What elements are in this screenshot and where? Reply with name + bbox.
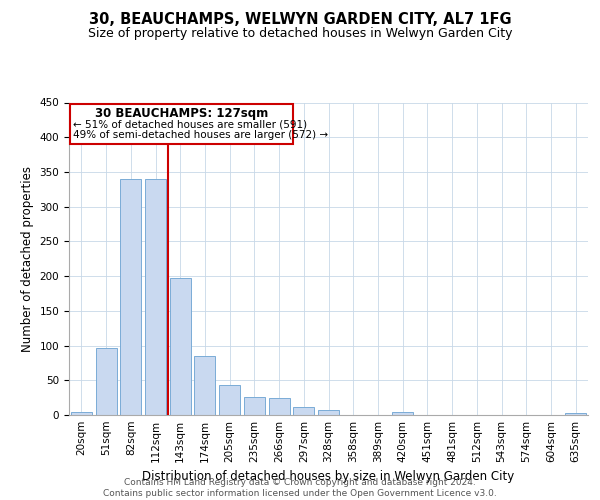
Bar <box>219 385 240 415</box>
X-axis label: Distribution of detached houses by size in Welwyn Garden City: Distribution of detached houses by size … <box>142 470 515 484</box>
Bar <box>293 408 314 415</box>
Bar <box>170 278 191 415</box>
Bar <box>95 348 116 415</box>
Text: 30 BEAUCHAMPS: 127sqm: 30 BEAUCHAMPS: 127sqm <box>95 108 268 120</box>
Text: Size of property relative to detached houses in Welwyn Garden City: Size of property relative to detached ho… <box>88 28 512 40</box>
Bar <box>194 356 215 415</box>
Bar <box>565 413 586 415</box>
Bar <box>120 179 141 415</box>
Bar <box>318 410 339 415</box>
Text: ← 51% of detached houses are smaller (591): ← 51% of detached houses are smaller (59… <box>73 119 307 129</box>
Bar <box>392 412 413 415</box>
Bar <box>71 412 92 415</box>
Bar <box>269 398 290 415</box>
Text: 30, BEAUCHAMPS, WELWYN GARDEN CITY, AL7 1FG: 30, BEAUCHAMPS, WELWYN GARDEN CITY, AL7 … <box>89 12 511 28</box>
Bar <box>244 397 265 415</box>
Text: Contains HM Land Registry data © Crown copyright and database right 2024.
Contai: Contains HM Land Registry data © Crown c… <box>103 478 497 498</box>
Text: 49% of semi-detached houses are larger (572) →: 49% of semi-detached houses are larger (… <box>73 130 328 140</box>
Y-axis label: Number of detached properties: Number of detached properties <box>21 166 34 352</box>
Bar <box>70 104 293 144</box>
Bar <box>145 179 166 415</box>
